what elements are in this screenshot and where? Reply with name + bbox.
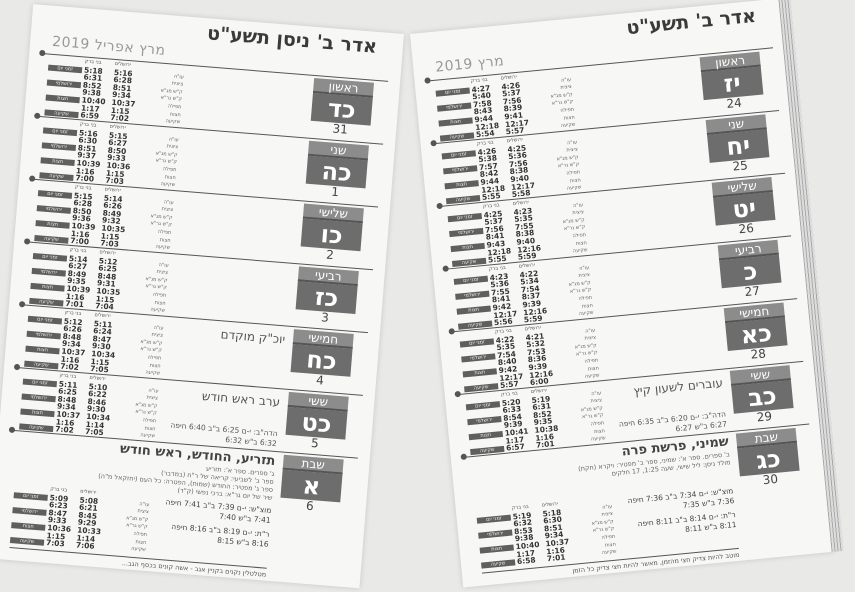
day-tab: ששי כב 29 [729, 365, 795, 426]
left-page: אדר ב' ניסן תשע"ט מרץ אפריל 2019 ראשון כד… [0, 4, 404, 589]
day-tab: חמישי כא 28 [723, 302, 789, 363]
day-tab: שבת א 6 [279, 454, 344, 516]
zmanim-table: בני ברק ירושלים זמני יום 5:09 5:08 עו"ה 6:23 6:… [9, 483, 150, 554]
time-value: 7:01 [546, 552, 566, 564]
day-tab: חמישי כח 4 [289, 329, 354, 390]
day-note: עוברים לשעון קיץ [632, 375, 724, 399]
day-tab: ששי כט 5 [284, 391, 349, 453]
time-value: 7:03 [45, 538, 66, 549]
day-list: ראשון כד 31 בני ברק ירושלים זמני יום 5:18 5:16 ע… [2, 53, 389, 586]
day-note: יוכ"ק מוקדם [220, 327, 286, 347]
time-value: 7:06 [75, 540, 95, 551]
zmanim-table: בני ברק ירושלים זמני יום 5:14 5:12 עו"ה 6:27 6:… [29, 244, 169, 315]
day-list: ראשון יז 24 בני ברק ירושלים זמני יום 4:27 4:26 ע… [428, 47, 822, 585]
day-tab: רביעי כז 3 [295, 266, 359, 327]
shabbat-exits: מוצ"ש: י-ם 7:34 ב"ב 7:36 חיפה 7:36 ב"ש 7… [619, 486, 737, 545]
page-header: אדר ב' תשע"ט [625, 4, 757, 40]
day-tab: ראשון כד 31 [310, 77, 374, 139]
rabbeinu-tam-times: ר"ת: י-ם 8:19 ב"ב 8:16 חיפה 8:16 ב"ש 8:1… [170, 521, 270, 549]
day-tab: שני יח 25 [705, 114, 771, 175]
shabbat-exits: מוצ"ש: י-ם 7:39 ב"ב 7:41 חיפה 7:41 ב"ש 7… [154, 497, 272, 554]
zmanim-table: בני ברק ירושלים זמני יום 5:19 5:18 עו"ה 6:32 6:… [476, 496, 617, 570]
zmanim-table: בני ברק ירושלים זמני יום 5:16 5:15 עו"ה 6:30 6:… [39, 118, 179, 189]
zmanim-table: בני ברק ירושלים זמני יום 5:18 5:16 עו"ה 6:31 6:… [44, 56, 184, 127]
right-page: אדר ב' תשע"ט מרץ 2019 ראשון יז 24 בני ברק יר… [410, 0, 844, 588]
zmanim-table: בני ברק ירושלים זמני יום 5:15 5:14 עו"ה 6:28 6:… [34, 181, 174, 252]
day-note: ערב ראש חודש [201, 388, 281, 410]
shabbat-block: שבת א 6 תזריע, החודש, ראש חודש ג' ספרים. ספר… [2, 429, 358, 586]
day-tab: רביעי כ 27 [717, 239, 783, 301]
day-tab: שלישי כו 2 [300, 203, 364, 265]
day-tab: שני כה 1 [305, 140, 369, 202]
zmanim-table: בני ברק ירושלים זמני יום 5:12 5:11 עו"ה 6:26 6:… [24, 307, 164, 378]
time-value: 6:58 [516, 555, 537, 567]
day-tab: שלישי יט 26 [711, 177, 777, 238]
day-tab: ראשון יז 24 [699, 51, 765, 113]
zmanim-table: בני ברק ירושלים זמני יום 5:11 5:10 עו"ה 6:25 6:… [19, 370, 159, 441]
page-header: אדר ב' ניסן תשע"ט [206, 22, 378, 58]
day-tab: שבת כג 30 [735, 427, 801, 489]
